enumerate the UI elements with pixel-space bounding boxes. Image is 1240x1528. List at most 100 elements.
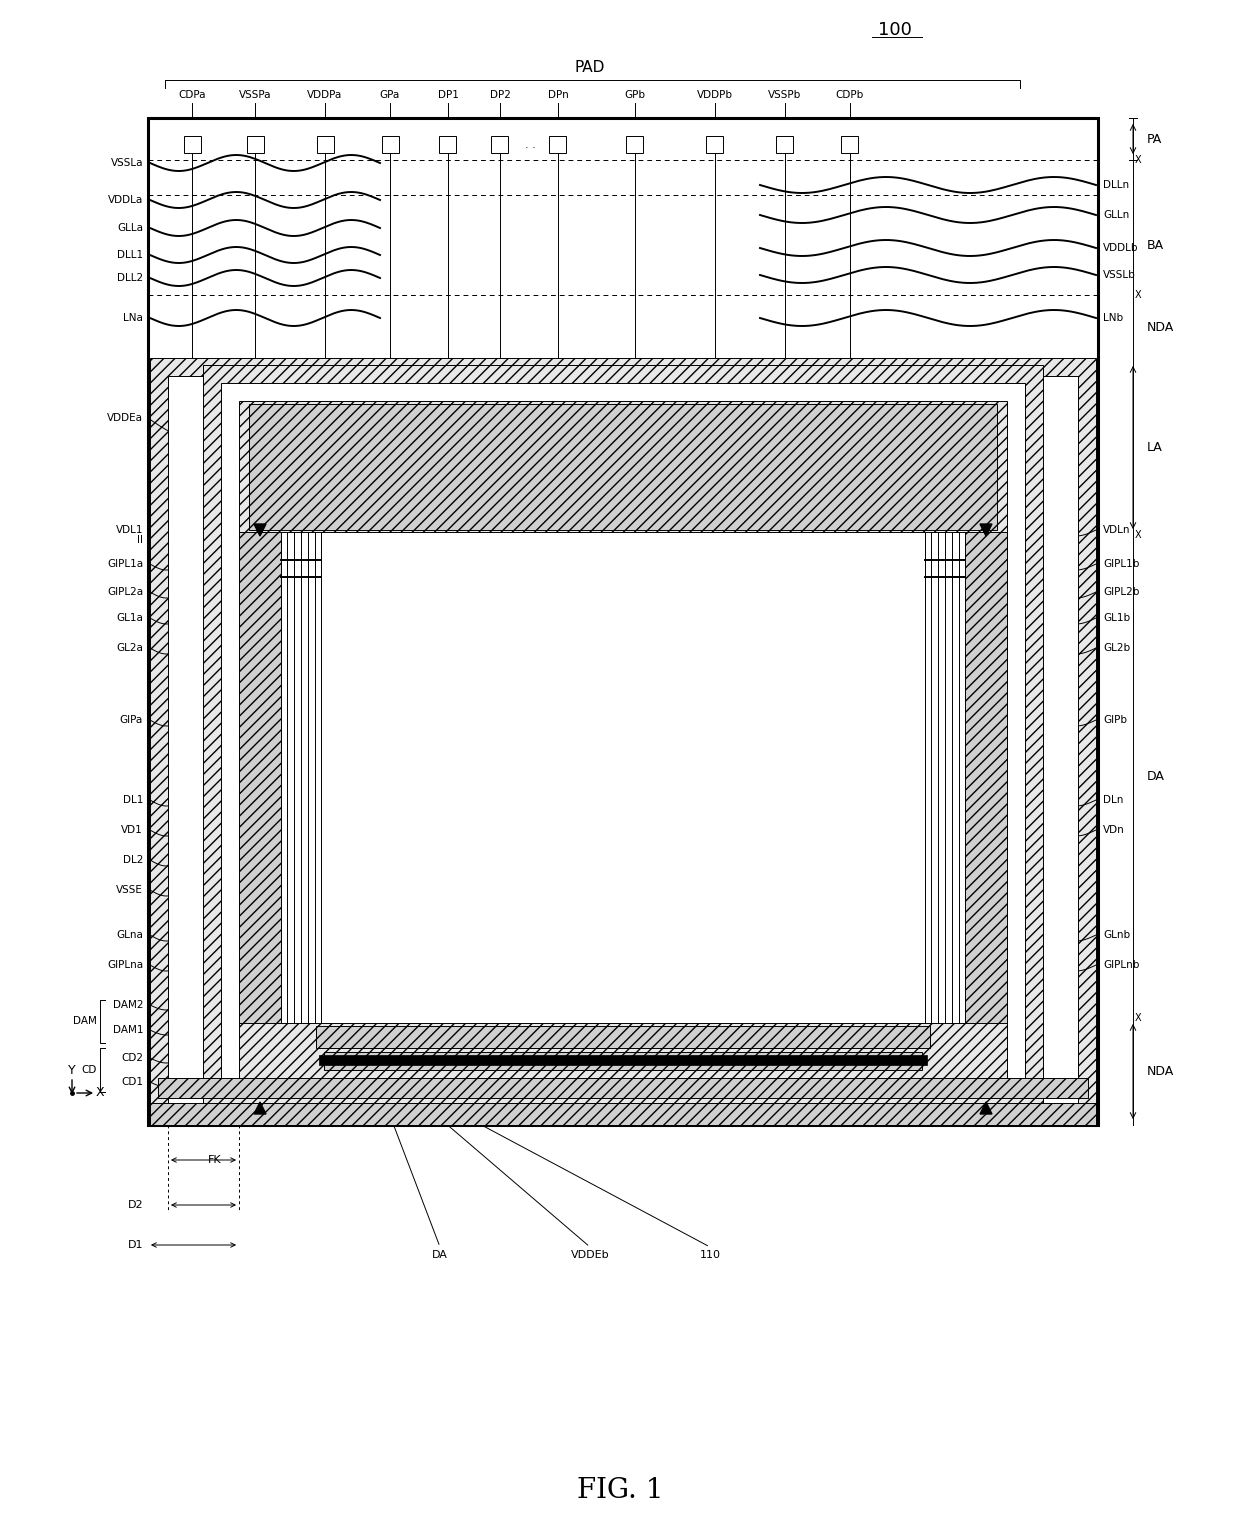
Bar <box>319 1054 928 1065</box>
Text: VDDEb: VDDEb <box>570 1250 609 1261</box>
Text: VDDLb: VDDLb <box>1104 243 1138 254</box>
Bar <box>222 429 1024 1051</box>
Bar <box>491 136 508 153</box>
Text: GL2a: GL2a <box>117 643 143 652</box>
Text: DP1: DP1 <box>438 90 459 99</box>
Polygon shape <box>980 524 992 536</box>
Text: DLL2: DLL2 <box>117 274 143 283</box>
Text: GIPa: GIPa <box>120 715 143 724</box>
Text: P: P <box>361 559 368 570</box>
Bar <box>439 136 456 153</box>
Bar <box>281 532 321 1024</box>
Text: VDn: VDn <box>1104 825 1125 834</box>
Text: GIPL2a: GIPL2a <box>107 587 143 597</box>
Bar <box>167 376 1078 1105</box>
Text: GIPLna: GIPLna <box>107 960 143 970</box>
Text: X: X <box>1135 530 1142 539</box>
Text: DL2: DL2 <box>123 856 143 865</box>
Text: 110: 110 <box>699 1250 720 1261</box>
Text: . .: . . <box>525 139 536 150</box>
Bar <box>157 1077 1087 1099</box>
Bar <box>205 413 1042 1070</box>
Text: DA: DA <box>432 1250 448 1261</box>
Bar <box>239 532 281 1024</box>
Text: GIPL2b: GIPL2b <box>1104 587 1140 597</box>
Bar <box>241 448 1006 1033</box>
Bar <box>324 1051 923 1070</box>
Text: II: II <box>136 535 143 545</box>
Bar <box>842 136 858 153</box>
Bar <box>549 136 567 153</box>
Bar <box>316 1025 930 1048</box>
Bar <box>150 358 1096 1123</box>
Polygon shape <box>980 1102 992 1114</box>
Bar <box>626 136 644 153</box>
Text: DLL1: DLL1 <box>117 251 143 260</box>
Bar <box>965 532 1007 1024</box>
Text: BA: BA <box>1147 238 1164 252</box>
Text: PA: PA <box>1147 133 1162 145</box>
Text: X: X <box>95 1086 104 1100</box>
Text: FK: FK <box>207 1155 221 1164</box>
Text: LA: LA <box>1147 442 1163 454</box>
Bar <box>925 532 965 1024</box>
Text: VSSPa: VSSPa <box>239 90 272 99</box>
Text: D2: D2 <box>128 1199 143 1210</box>
Bar <box>239 400 1007 1079</box>
Bar <box>148 118 1097 1125</box>
Text: DLLn: DLLn <box>1104 180 1130 189</box>
Text: DLn: DLn <box>1104 795 1123 805</box>
Text: GPa: GPa <box>379 90 401 99</box>
Text: I: I <box>232 516 236 527</box>
Bar <box>184 136 201 153</box>
Text: NDA: NDA <box>1147 1065 1174 1077</box>
Bar <box>247 136 264 153</box>
Text: X: X <box>1135 154 1142 165</box>
Text: DPn: DPn <box>548 90 568 99</box>
Text: II: II <box>268 535 274 545</box>
Bar <box>776 136 794 153</box>
Text: VDDPb: VDDPb <box>697 90 733 99</box>
Text: DL1: DL1 <box>123 795 143 805</box>
Text: VDL1: VDL1 <box>115 526 143 535</box>
Bar <box>150 1103 1096 1125</box>
Text: LNa: LNa <box>123 313 143 322</box>
Text: CD: CD <box>82 1065 97 1076</box>
Text: GLna: GLna <box>117 931 143 940</box>
Text: DA: DA <box>1147 770 1164 782</box>
Text: GPb: GPb <box>625 90 646 99</box>
Text: LNb: LNb <box>1104 313 1123 322</box>
Text: NDA: NDA <box>1147 321 1174 335</box>
Text: GL2b: GL2b <box>1104 643 1130 652</box>
Text: GIPL1a: GIPL1a <box>107 559 143 568</box>
Bar <box>321 532 925 1024</box>
Text: GIPL1b: GIPL1b <box>1104 559 1140 568</box>
Text: DAM1: DAM1 <box>113 1025 143 1034</box>
Text: DP2: DP2 <box>490 90 511 99</box>
Bar <box>186 394 1060 1086</box>
Text: VDLn: VDLn <box>1104 526 1131 535</box>
Text: VSSLb: VSSLb <box>1104 270 1136 280</box>
Text: FIG. 1: FIG. 1 <box>577 1476 663 1504</box>
Text: Y: Y <box>68 1063 76 1077</box>
Text: VSSPb: VSSPb <box>769 90 801 99</box>
Text: GIPLnb: GIPLnb <box>1104 960 1140 970</box>
Bar <box>316 136 334 153</box>
Text: GL1b: GL1b <box>1104 613 1130 623</box>
Bar <box>249 403 997 530</box>
Text: GLnb: GLnb <box>1104 931 1130 940</box>
Text: VDDEa: VDDEa <box>107 413 143 423</box>
Text: CD1: CD1 <box>122 1077 143 1086</box>
Text: VSSE: VSSE <box>117 885 143 895</box>
Text: DAM2: DAM2 <box>113 999 143 1010</box>
Text: X: X <box>1135 290 1142 299</box>
Text: CDPa: CDPa <box>179 90 206 99</box>
Polygon shape <box>254 1102 267 1114</box>
Text: CDPb: CDPb <box>836 90 864 99</box>
Text: GLLa: GLLa <box>117 223 143 232</box>
Text: GL1a: GL1a <box>117 613 143 623</box>
Bar <box>382 136 398 153</box>
Bar <box>221 384 1025 1097</box>
Text: D1: D1 <box>128 1241 143 1250</box>
Bar <box>203 365 1043 1115</box>
